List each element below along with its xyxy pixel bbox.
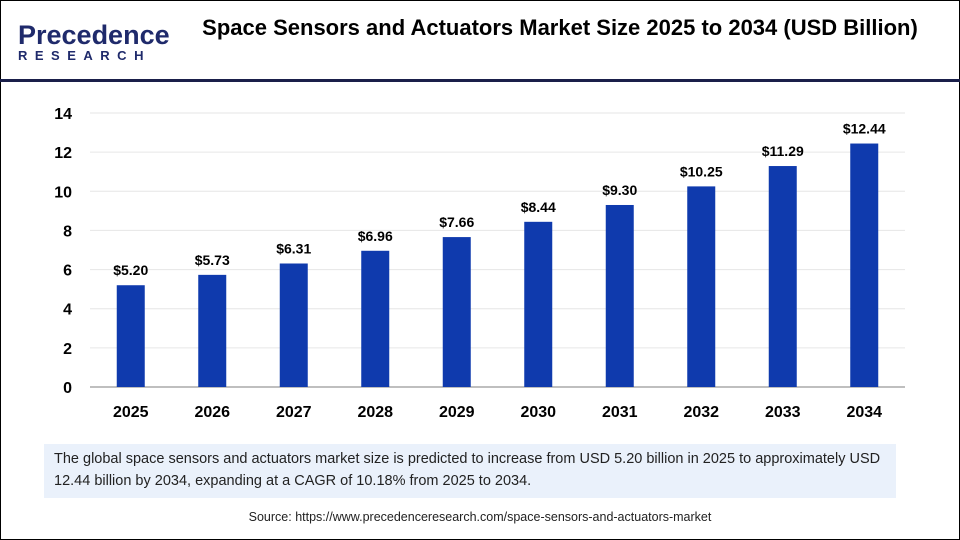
data-label: $5.73 — [195, 252, 230, 268]
bar — [198, 274, 227, 387]
bar — [768, 166, 797, 387]
y-tick-label: 0 — [63, 380, 72, 397]
x-tick-label: 2032 — [683, 404, 719, 421]
source-text: Source: https://www.precedenceresearch.c… — [248, 510, 712, 524]
bar — [442, 237, 471, 387]
x-tick-label: 2025 — [113, 404, 149, 421]
data-label: $5.20 — [113, 262, 148, 278]
data-label: $9.30 — [602, 182, 637, 198]
x-tick-label: 2033 — [765, 404, 801, 421]
bar — [116, 285, 145, 387]
x-tick-label: 2026 — [194, 404, 230, 421]
summary-note: The global space sensors and actuators m… — [44, 444, 896, 498]
x-tick-label: 2028 — [357, 404, 393, 421]
y-tick-label: 4 — [63, 302, 72, 319]
data-label: $7.66 — [439, 214, 474, 230]
y-tick-label: 8 — [63, 223, 72, 240]
bar — [524, 221, 553, 387]
logo: Precedence RESEARCH — [18, 20, 170, 63]
bar — [605, 204, 634, 387]
x-tick-label: 2030 — [520, 404, 556, 421]
y-tick-label: 10 — [54, 184, 72, 201]
x-tick-label: 2031 — [602, 404, 638, 421]
logo-line2: RESEARCH — [18, 48, 151, 63]
x-tick-label: 2034 — [846, 404, 882, 421]
y-tick-label: 6 — [63, 263, 72, 280]
y-tick-label: 12 — [54, 145, 72, 162]
logo-line1: Precedence — [18, 20, 170, 50]
bar — [361, 250, 390, 387]
bar — [850, 143, 879, 387]
x-tick-label: 2027 — [276, 404, 312, 421]
chart-title: Space Sensors and Actuators Market Size … — [202, 15, 918, 40]
bar — [687, 186, 716, 387]
y-tick-label: 14 — [54, 106, 72, 123]
bar — [279, 263, 308, 387]
data-label: $6.96 — [358, 228, 393, 244]
data-label: $11.29 — [762, 143, 804, 159]
x-tick-label: 2029 — [439, 404, 475, 421]
data-label: $6.31 — [276, 241, 311, 257]
bar-chart: 0 2 4 6 8 10 12 14 $5.20 2025 $5.73 2026 $6.31 2027 $6… — [54, 106, 905, 421]
data-label: $12.44 — [843, 121, 886, 137]
data-label: $8.44 — [521, 199, 556, 215]
data-label: $10.25 — [680, 163, 723, 179]
header-divider — [0, 79, 960, 82]
y-tick-label: 2 — [63, 341, 72, 358]
